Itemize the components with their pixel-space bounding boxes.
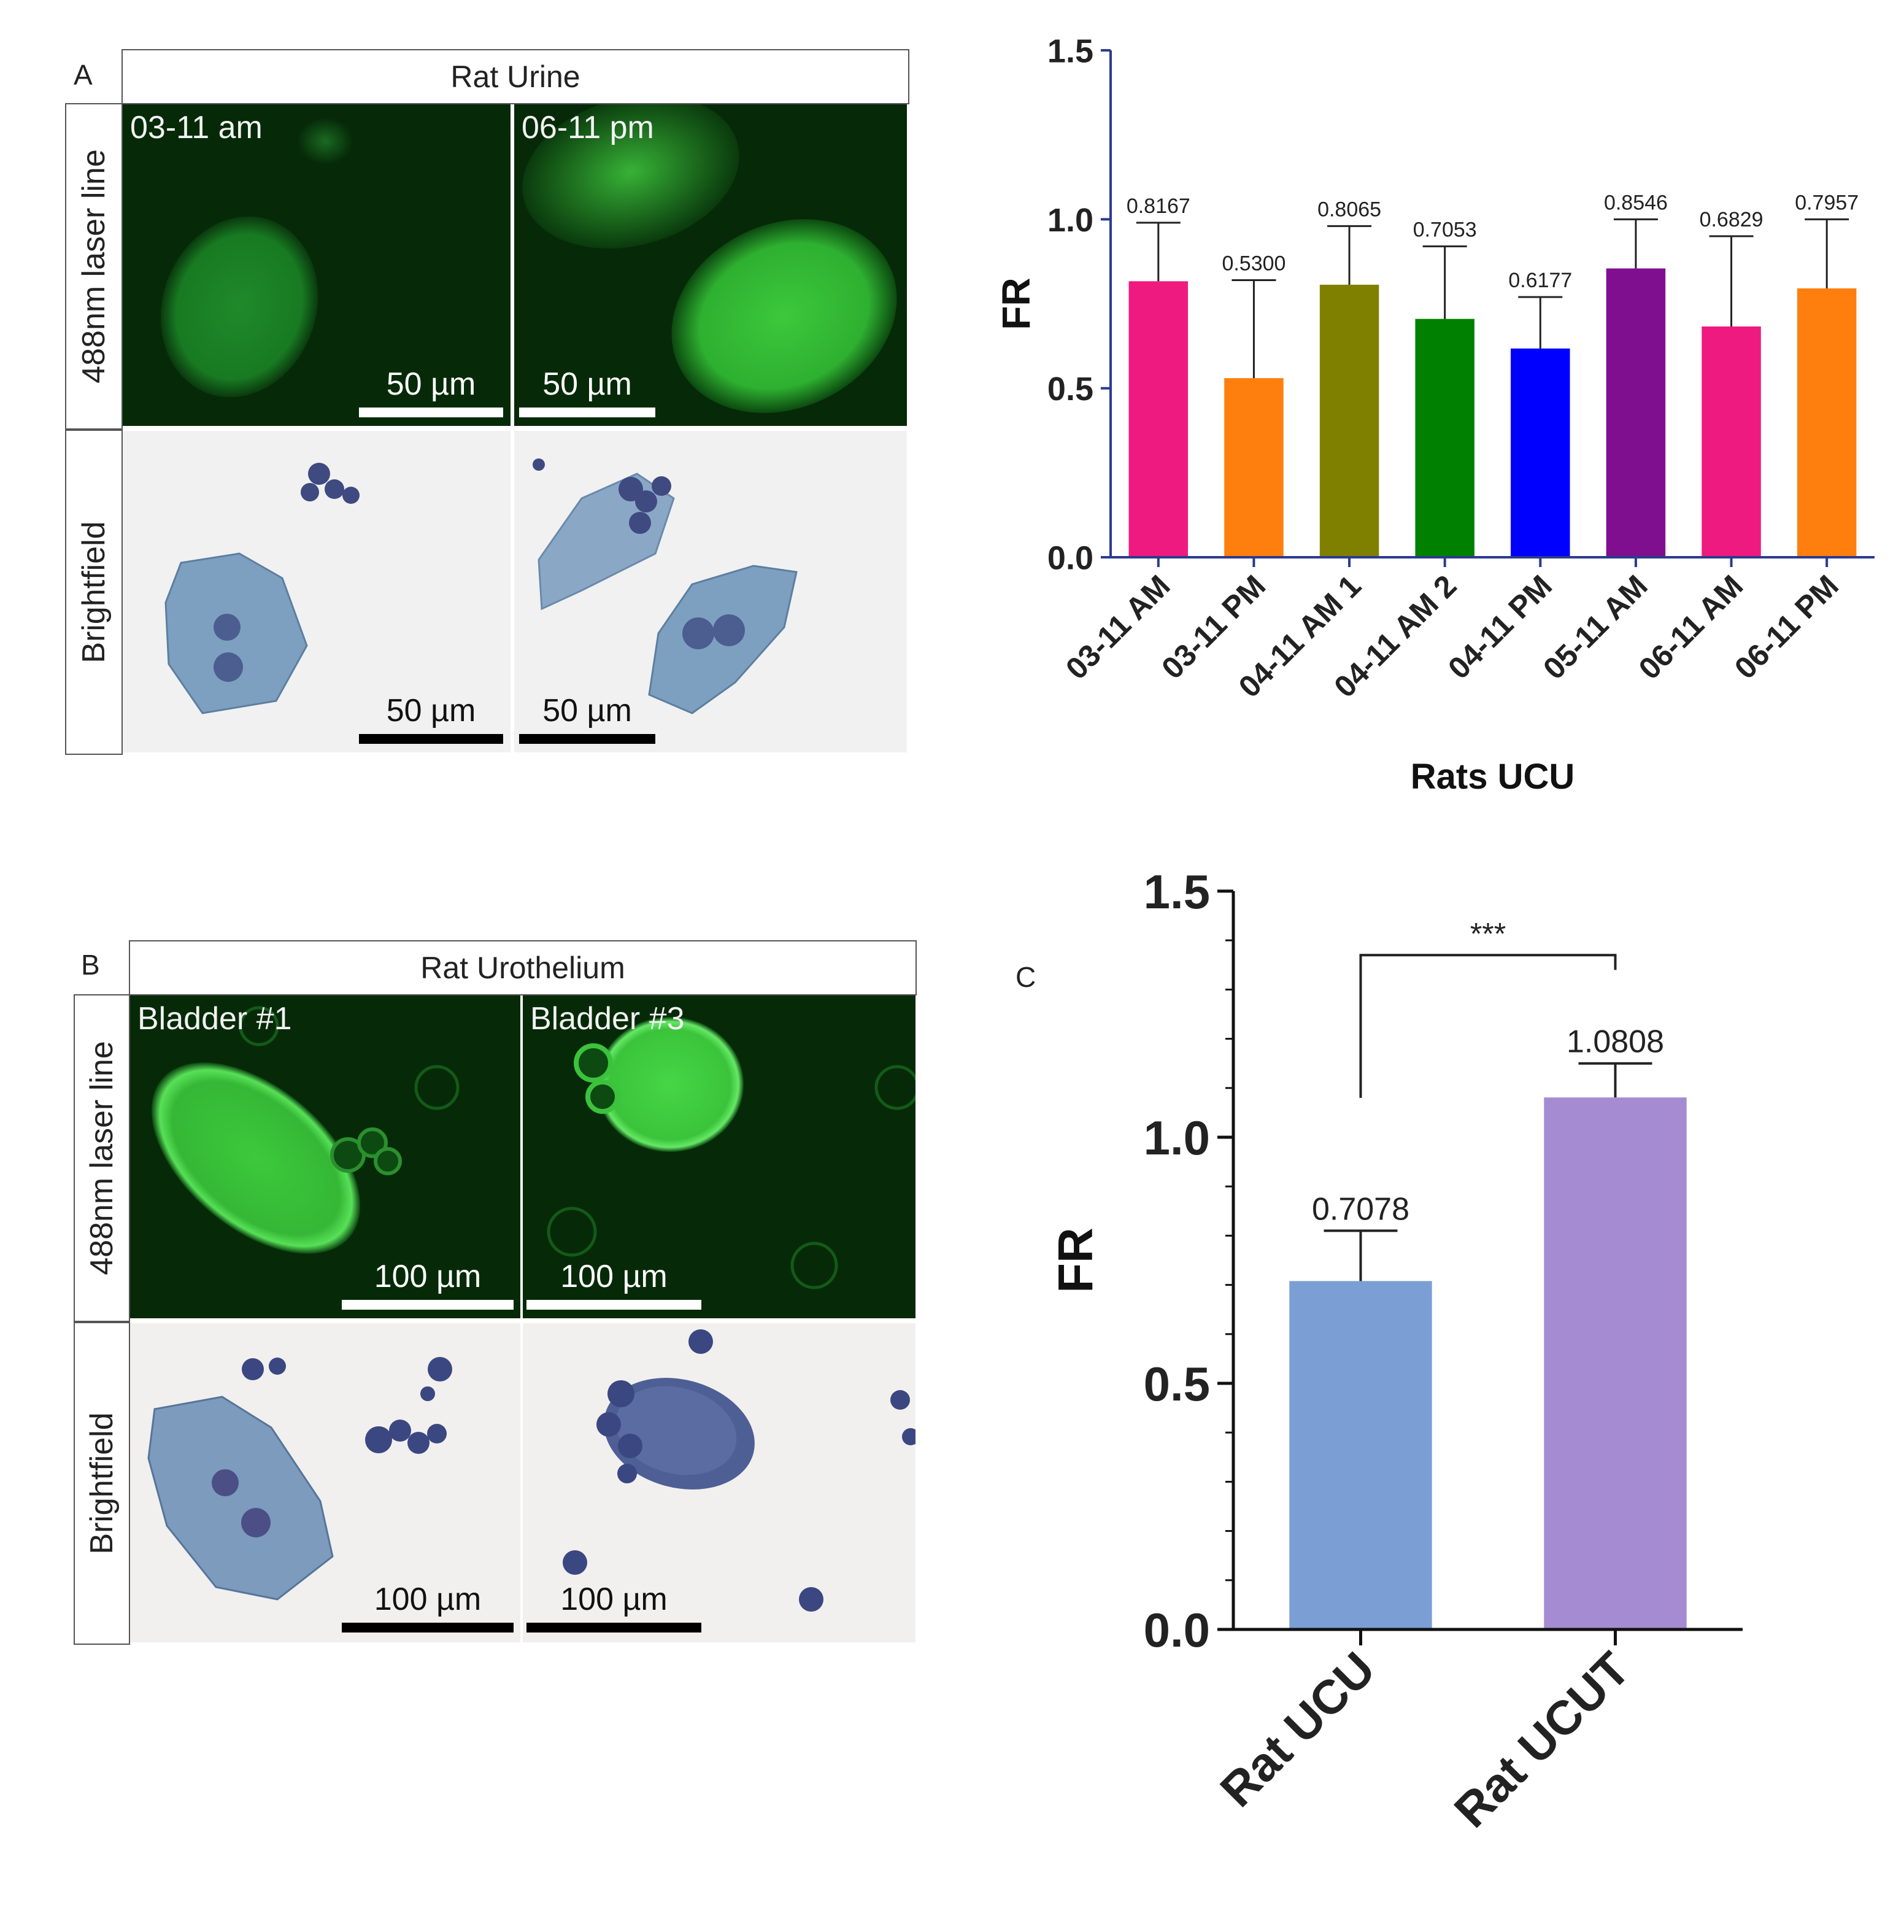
scale-bar: 100 µm bbox=[342, 1241, 514, 1310]
panel-a-image-1-label: 03-11 am bbox=[130, 110, 263, 145]
brightfield-cells-drawing bbox=[164, 463, 360, 714]
value-label: 0.7053 bbox=[1413, 218, 1477, 241]
scale-bar: 100 µm bbox=[526, 1564, 701, 1633]
panel-a-brightfield-image-1: 50 µm bbox=[123, 431, 511, 752]
x-tick-label: 03-11 AM bbox=[1059, 568, 1177, 686]
panel-b-fluorescence-image-2: Bladder #3 100 µm bbox=[523, 995, 915, 1318]
panel-b-brightfield-image-1: 100 µm bbox=[130, 1323, 520, 1642]
scale-bar: 50 µm bbox=[519, 350, 655, 417]
scale-bar: 100 µm bbox=[526, 1241, 701, 1310]
value-label: 0.6829 bbox=[1700, 208, 1763, 231]
chart-ucu-vs-ucut-svg: 0.0 0.5 1.0 1.5 0.7078 Rat UCU 1.0808 Rat UCUT F… bbox=[1048, 865, 1743, 1838]
panel-b-row-label-brightfield: Brightfield bbox=[74, 1322, 130, 1645]
value-label: 1.0808 bbox=[1567, 1024, 1664, 1060]
bar bbox=[1511, 348, 1570, 557]
panel-letter-a: A bbox=[74, 59, 93, 91]
value-label: 0.8065 bbox=[1317, 198, 1381, 221]
scale-bar: 100 µm bbox=[342, 1564, 514, 1633]
x-tick-label: 04-11 PM bbox=[1441, 568, 1559, 686]
panel-b-title: Rat Urothelium bbox=[129, 940, 917, 995]
value-label: 0.8546 bbox=[1604, 191, 1668, 214]
bar bbox=[1606, 268, 1666, 557]
bar bbox=[1224, 378, 1284, 557]
brightfield-cells-drawing bbox=[147, 1357, 452, 1601]
bar bbox=[1128, 281, 1189, 557]
panel-letter-c: C bbox=[1016, 961, 1036, 993]
significance-label: *** bbox=[1470, 916, 1506, 951]
y-tick-label: 1.5 bbox=[1144, 865, 1210, 919]
x-axis-label: Rats UCU bbox=[1411, 757, 1575, 797]
y-tick-label: 0.5 bbox=[1047, 371, 1093, 408]
y-axis-label: FR bbox=[994, 277, 1038, 330]
bar bbox=[1702, 326, 1761, 557]
significance-bracket bbox=[1359, 954, 1617, 1098]
x-tick-label: 06-11 PM bbox=[1728, 568, 1845, 686]
brightfield-cells-drawing bbox=[533, 458, 798, 714]
fluorescence-cells-drawing bbox=[151, 1006, 460, 1254]
y-tick-label: 1.0 bbox=[1144, 1111, 1210, 1165]
value-label: 0.6177 bbox=[1508, 269, 1572, 292]
bar bbox=[1797, 288, 1857, 557]
bar bbox=[1319, 284, 1379, 557]
y-tick-label: 1.0 bbox=[1047, 202, 1093, 239]
panel-a-fluorescence-image-1: 03-11 am 50 µm bbox=[123, 104, 511, 426]
value-label: 0.5300 bbox=[1222, 252, 1285, 275]
x-tick-label: Rat UCU bbox=[1210, 1642, 1386, 1817]
y-axis-label: FR bbox=[1048, 1227, 1103, 1293]
panel-a-fluorescence-image-2: 06-11 pm 50 µm bbox=[514, 104, 907, 426]
brightfield-cells-drawing bbox=[563, 1329, 915, 1612]
panel-b-image-1-label: Bladder #1 bbox=[137, 1001, 292, 1037]
panel-b-row-label-fluorescence: 488nm laser line bbox=[74, 994, 130, 1322]
panel-a-title: Rat Urine bbox=[121, 49, 909, 104]
bar bbox=[1415, 319, 1474, 557]
value-label: 0.8167 bbox=[1127, 195, 1190, 218]
value-label: 0.7957 bbox=[1795, 191, 1859, 214]
fluorescence-cells-drawing bbox=[547, 1017, 915, 1289]
chart-rats-ucu: 0.0 0.5 1.0 1.5 0.8167 03-11 AM 0.5300 03-11 PM… bbox=[982, 25, 1902, 810]
panel-letter-b: B bbox=[81, 949, 100, 981]
x-tick-label: 06-11 AM bbox=[1632, 568, 1750, 686]
y-tick-label: 0.0 bbox=[1144, 1603, 1210, 1657]
panel-b-fluorescence-image-1: Bladder #1 100 µm bbox=[130, 995, 520, 1318]
panel-a-image-2-label: 06-11 pm bbox=[522, 110, 654, 145]
scale-bar: 50 µm bbox=[359, 350, 503, 417]
y-tick-label: 0.0 bbox=[1047, 539, 1093, 576]
y-tick-label: 1.5 bbox=[1047, 33, 1093, 69]
panel-a-row-label-brightfield: Brightfield bbox=[65, 430, 123, 755]
panel-a-brightfield-image-2: 50 µm bbox=[514, 431, 907, 752]
bar bbox=[1289, 1281, 1432, 1629]
y-tick-label: 0.5 bbox=[1144, 1357, 1210, 1411]
panel-a-row-label-fluorescence: 488nm laser line bbox=[65, 103, 123, 430]
value-label: 0.7078 bbox=[1312, 1191, 1409, 1227]
x-tick-label: Rat UCUT bbox=[1444, 1642, 1640, 1838]
scale-bar: 50 µm bbox=[359, 676, 503, 744]
bar bbox=[1544, 1097, 1687, 1629]
fluorescence-cells-drawing bbox=[160, 118, 353, 398]
chart-ucu-vs-ucut: 0.0 0.5 1.0 1.5 0.7078 Rat UCU 1.0808 Rat UCUT F… bbox=[1031, 847, 1767, 1903]
x-tick-label: 05-11 AM bbox=[1536, 568, 1654, 686]
scale-bar: 50 µm bbox=[519, 676, 655, 744]
panel-b-brightfield-image-2: 100 µm bbox=[523, 1323, 915, 1642]
fluorescence-cells-drawing bbox=[522, 104, 897, 413]
panel-b-image-2-label: Bladder #3 bbox=[530, 1001, 685, 1037]
